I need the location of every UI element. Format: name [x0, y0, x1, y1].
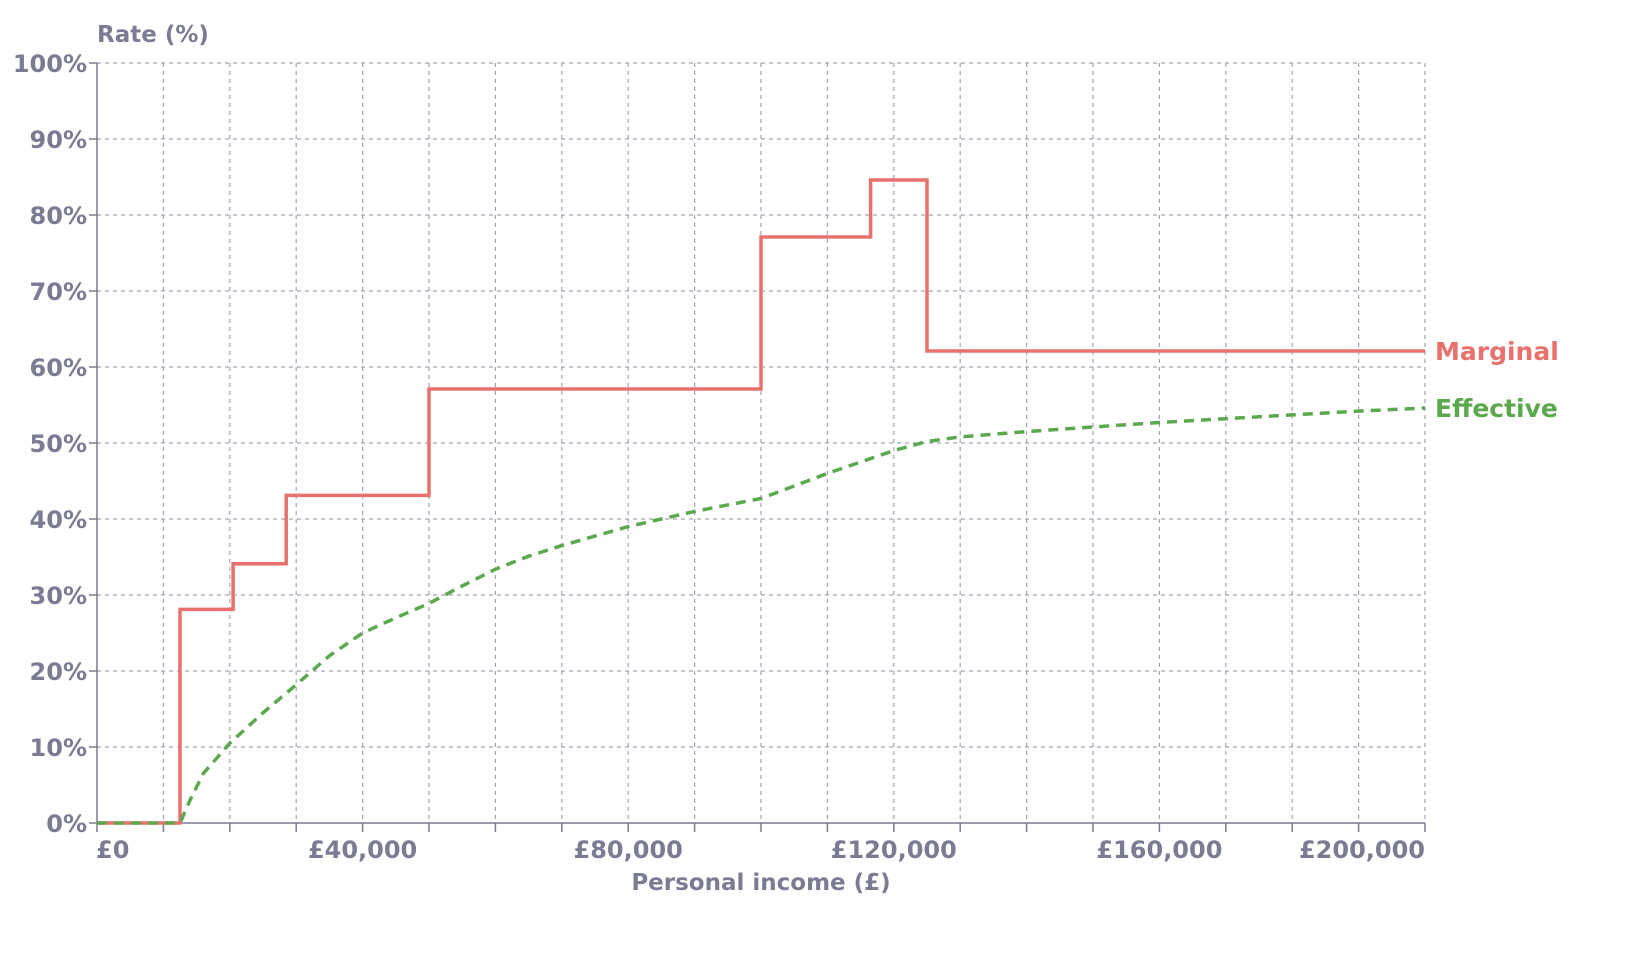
x-axis-title: Personal income (£)	[631, 870, 890, 896]
x-tick-label: £120,000	[831, 836, 957, 864]
y-axis-title: Rate (%)	[97, 22, 209, 48]
x-tick-label: £40,000	[308, 836, 417, 864]
y-tick-label: 0%	[46, 810, 87, 838]
y-tick-label: 70%	[30, 278, 87, 306]
x-tick-label: £160,000	[1096, 836, 1222, 864]
y-tick-label: 100%	[13, 50, 87, 78]
series-line-effective	[97, 406, 1426, 825]
y-tick-label: 50%	[30, 430, 87, 458]
y-tick-label: 90%	[30, 126, 87, 154]
x-tick-label: £80,000	[574, 836, 683, 864]
x-tick-label: £200,000	[1299, 836, 1425, 864]
y-tick-label: 20%	[30, 658, 87, 686]
y-tick-label: 40%	[30, 506, 87, 534]
y-tick-label: 60%	[30, 354, 87, 382]
series-label-effective: Effective	[1435, 394, 1558, 423]
y-tick-label: 10%	[30, 734, 87, 762]
series-line-marginal	[97, 178, 1425, 825]
y-tick-label: 30%	[30, 582, 87, 610]
series-label-marginal: Marginal	[1435, 337, 1559, 366]
x-tick-label: £0	[96, 836, 129, 864]
y-tick-label: 80%	[30, 202, 87, 230]
